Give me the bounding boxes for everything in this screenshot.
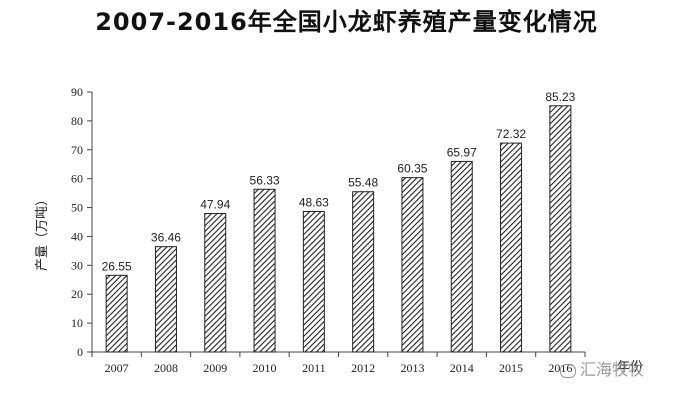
chat-bubble-icon <box>560 363 576 378</box>
data-label: 60.35 <box>397 162 427 176</box>
bars <box>105 105 572 353</box>
data-label: 85.23 <box>545 90 575 104</box>
bar <box>105 274 128 353</box>
data-label: 72.32 <box>496 127 526 141</box>
watermark-text: 汇海牧牧 <box>580 360 645 379</box>
x-axis-title: 年份 <box>617 360 643 375</box>
watermark: 汇海牧牧 <box>560 356 644 380</box>
y-tick-label: 70 <box>71 143 83 157</box>
bar <box>549 105 572 353</box>
chart-title: 2007-2016年全国小龙虾养殖产量变化情况 <box>95 8 598 36</box>
bar <box>302 211 325 353</box>
bar <box>450 160 473 353</box>
data-label: 55.48 <box>348 176 378 190</box>
x-tick-label: 2009 <box>203 361 227 375</box>
bar <box>204 213 227 353</box>
y-axis-title: 产量（万吨） <box>35 193 50 271</box>
x-tick-label: 2010 <box>253 361 277 375</box>
y-tick-label: 90 <box>71 85 83 99</box>
y-tick-label: 20 <box>71 287 83 301</box>
x-tick-label: 2007 <box>105 361 129 375</box>
y-tick-label: 40 <box>71 229 83 243</box>
y-tick-label: 50 <box>71 201 83 215</box>
x-tick-label: 2011 <box>302 361 326 375</box>
y-tick-label: 80 <box>71 114 83 128</box>
data-label: 26.55 <box>102 259 132 273</box>
value-labels: 26.55 36.46 47.94 56.33 48.63 55.48 60.35 65.97… <box>102 90 576 274</box>
x-tick-label: 2014 <box>450 361 474 375</box>
bar <box>352 191 375 353</box>
bar <box>253 188 276 353</box>
y-tick-label: 10 <box>71 316 83 330</box>
data-label: 65.97 <box>447 145 477 159</box>
data-label: 56.33 <box>250 173 280 187</box>
y-tick-label: 60 <box>71 172 83 186</box>
data-label: 48.63 <box>299 196 329 210</box>
y-tick-label: 0 <box>77 345 83 359</box>
data-label: 36.46 <box>151 231 181 245</box>
data-label: 47.94 <box>200 198 230 212</box>
x-tick-label: 2012 <box>351 361 375 375</box>
x-tick-label: 2015 <box>499 361 523 375</box>
bar <box>154 246 177 353</box>
x-axis: 2007 2008 2009 2010 2011 2012 2013 2014 2015 2016 <box>91 351 586 375</box>
x-tick-label: 2013 <box>400 361 424 375</box>
bar <box>401 177 424 353</box>
bar <box>500 142 523 353</box>
y-axis: 0 10 20 30 40 50 60 70 80 90 <box>71 85 93 359</box>
x-tick-label: 2008 <box>154 361 178 375</box>
y-tick-label: 30 <box>71 258 83 272</box>
